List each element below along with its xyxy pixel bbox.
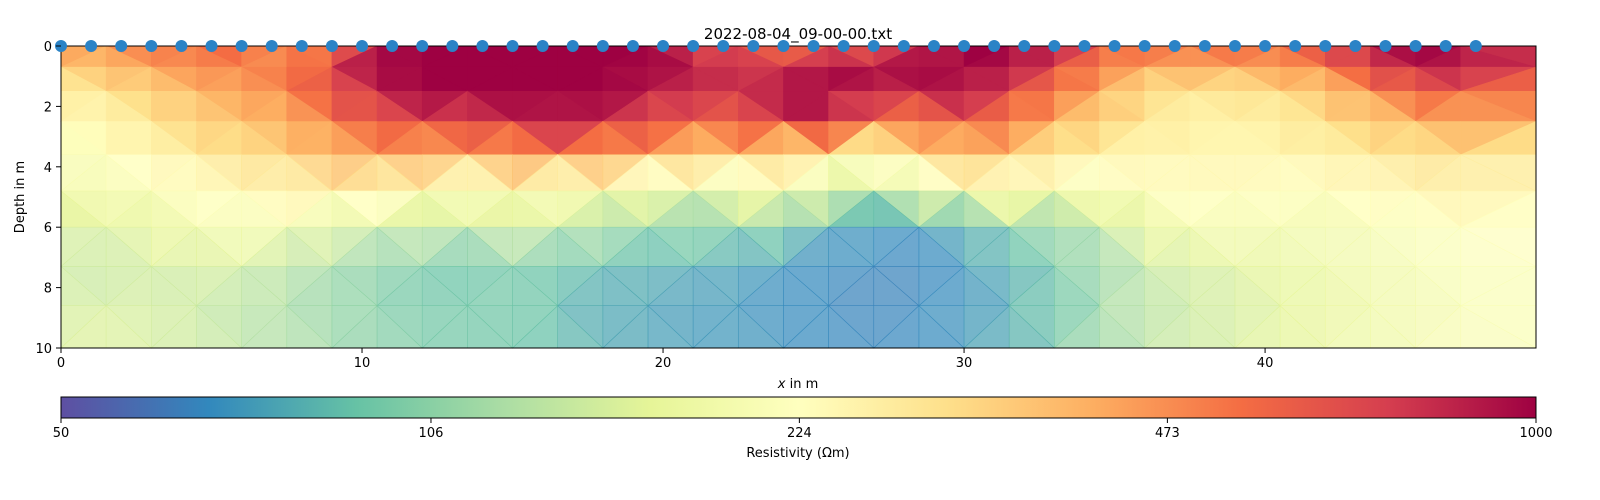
x-tick-label: 30 xyxy=(956,356,973,371)
electrode-marker xyxy=(837,40,850,52)
electrode-marker xyxy=(115,40,128,52)
x-tick-label: 10 xyxy=(354,356,371,371)
plot-area xyxy=(60,45,1538,349)
electrode-marker xyxy=(386,40,399,52)
y-tick-label: 4 xyxy=(44,161,52,176)
colorbar-ticks: 50 106 224 473 1000 xyxy=(53,418,1553,441)
electrode-marker xyxy=(958,40,971,52)
x-axis: 0 10 20 30 40 xyxy=(57,348,1273,371)
electrode-marker xyxy=(1289,40,1302,52)
electrode-marker xyxy=(1469,40,1482,52)
x-tick-label: 20 xyxy=(655,356,672,371)
electrode-marker xyxy=(566,40,579,52)
electrode-marker xyxy=(657,40,670,52)
electrode-marker xyxy=(1409,40,1422,52)
electrode-marker xyxy=(235,40,248,52)
electrode-marker xyxy=(1078,40,1091,52)
electrode-marker xyxy=(145,40,158,52)
electrode-marker xyxy=(1198,40,1211,52)
electrode-marker xyxy=(1138,40,1151,52)
y-tick-label: 8 xyxy=(44,282,52,297)
electrode-marker xyxy=(777,40,790,52)
electrode-marker xyxy=(1018,40,1031,52)
electrode-marker xyxy=(1319,40,1332,52)
electrode-markers xyxy=(55,40,1482,52)
y-tick-label: 10 xyxy=(35,342,52,357)
electrode-marker xyxy=(897,40,910,52)
colorbar: 50 106 224 473 1000 Resistivity (Ωm) xyxy=(53,396,1553,461)
electrode-marker xyxy=(1048,40,1061,52)
colorbar-tick-label: 473 xyxy=(1155,426,1180,441)
electrode-marker xyxy=(1108,40,1121,52)
electrode-marker xyxy=(265,40,278,52)
electrode-marker xyxy=(1228,40,1241,52)
electrode-marker xyxy=(1259,40,1272,52)
electrode-marker xyxy=(416,40,429,52)
electrode-marker xyxy=(205,40,218,52)
electrode-marker xyxy=(1439,40,1452,52)
colorbar-label: Resistivity (Ωm) xyxy=(746,446,849,461)
y-tick-label: 2 xyxy=(44,100,52,115)
electrode-marker xyxy=(717,40,730,52)
electrode-marker xyxy=(446,40,459,52)
electrode-marker xyxy=(476,40,489,52)
x-axis-label-unit: in m xyxy=(785,377,818,392)
colorbar-tick-label: 224 xyxy=(787,426,812,441)
chart-title: 2022-08-04_09-00-00.txt xyxy=(704,25,892,44)
electrode-marker xyxy=(988,40,1001,52)
electrode-marker xyxy=(536,40,549,52)
y-axis-label: Depth in m xyxy=(13,161,28,233)
electrode-marker xyxy=(1168,40,1181,52)
colorbar-gradient xyxy=(60,396,1537,419)
x-tick-label: 40 xyxy=(1257,356,1274,371)
x-axis-label-symbol: x xyxy=(777,377,786,392)
electrode-marker xyxy=(1349,40,1362,52)
electrode-marker xyxy=(85,40,98,52)
electrode-marker xyxy=(295,40,308,52)
y-axis: 0 2 4 6 8 10 xyxy=(35,40,61,357)
electrode-marker xyxy=(325,40,338,52)
electrode-marker xyxy=(927,40,940,52)
x-tick-label: 0 xyxy=(57,356,65,371)
y-tick-label: 6 xyxy=(44,221,52,236)
resistivity-mesh xyxy=(60,45,1538,349)
electrode-marker xyxy=(175,40,188,52)
electrode-marker xyxy=(807,40,820,52)
plot-frame xyxy=(60,45,1537,349)
electrode-marker xyxy=(867,40,880,52)
electrode-marker xyxy=(747,40,760,52)
y-tick-label: 0 xyxy=(44,40,52,55)
colorbar-tick-label: 50 xyxy=(53,426,70,441)
electrode-marker xyxy=(687,40,700,52)
electrode-marker xyxy=(596,40,609,52)
electrode-marker xyxy=(506,40,519,52)
electrode-marker xyxy=(626,40,639,52)
colorbar-tick-label: 1000 xyxy=(1519,426,1552,441)
x-axis-label: x in m xyxy=(777,377,818,392)
electrode-marker xyxy=(1379,40,1392,52)
electrode-marker xyxy=(356,40,369,52)
colorbar-tick-label: 106 xyxy=(419,426,444,441)
